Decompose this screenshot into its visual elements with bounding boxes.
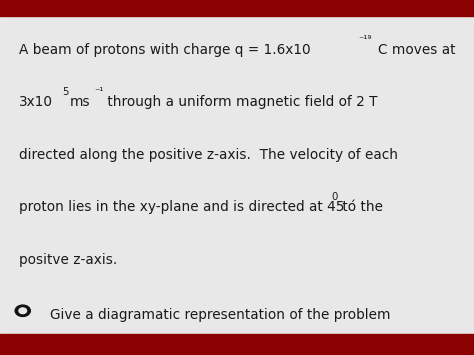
- Text: ⁻¹: ⁻¹: [94, 87, 103, 97]
- Text: tó the: tó the: [338, 200, 383, 214]
- Circle shape: [19, 308, 27, 313]
- Text: proton lies in the xy-plane and is directed at 45: proton lies in the xy-plane and is direc…: [19, 200, 345, 214]
- Text: directed along the positive z-axis.  The velocity of each: directed along the positive z-axis. The …: [19, 148, 398, 162]
- Text: 3x10: 3x10: [19, 95, 53, 109]
- Text: 5: 5: [62, 87, 69, 97]
- Text: ms: ms: [70, 95, 91, 109]
- Text: C moves at: C moves at: [378, 43, 456, 56]
- Text: positve z-axis.: positve z-axis.: [19, 253, 117, 267]
- Text: A beam of protons with charge q = 1.6x10: A beam of protons with charge q = 1.6x10: [19, 43, 310, 56]
- Text: 0: 0: [332, 192, 338, 202]
- Bar: [0, 0, 474, 16]
- Text: ⁻¹⁹: ⁻¹⁹: [358, 35, 372, 45]
- Bar: [0, 334, 474, 355]
- Circle shape: [15, 305, 30, 316]
- Text: Give a diagramatic representation of the problem: Give a diagramatic representation of the…: [50, 308, 390, 322]
- Text: through a uniform magnetic field of 2 T: through a uniform magnetic field of 2 T: [103, 95, 378, 109]
